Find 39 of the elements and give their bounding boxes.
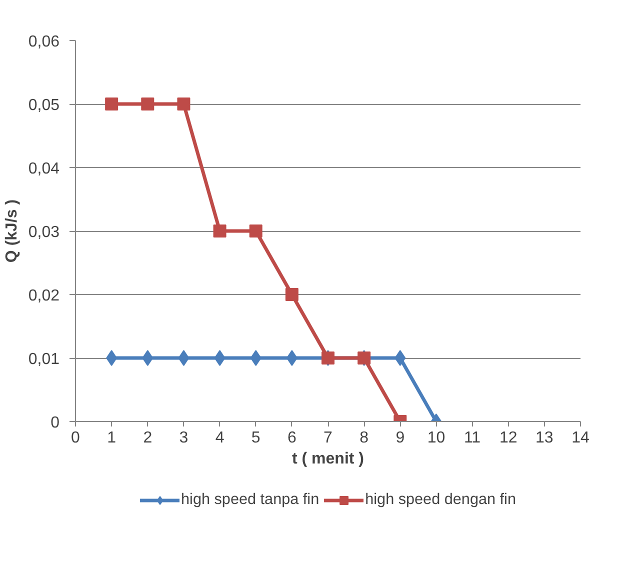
legend-label: high speed tanpa fin [181,491,320,509]
y-tick-label: 0,01 [28,351,60,368]
point [250,350,262,366]
x-tick-label: 5 [251,430,260,446]
x-tick-label: 1 [107,430,116,446]
point [286,350,298,366]
y-axis-title: Q (kJ/s ) [3,199,20,263]
x-tick-label: 11 [464,430,481,446]
x-tick-label: 4 [215,430,224,446]
y-tick-label: 0,06 [28,34,60,50]
y-tick-label: 0 [50,414,60,432]
point [394,350,406,366]
x-tick-label: 14 [572,430,590,446]
x-tick-label: 9 [396,430,405,446]
point [141,98,154,110]
x-tick-label: 0 [71,430,80,446]
y-tick-label: 0,05 [28,97,60,114]
point [249,224,262,238]
legend-label: high speed dengan fin [365,491,516,509]
x-tick-label: 3 [179,430,188,446]
x-tick-label: 6 [287,430,296,446]
x-tick-label: 13 [536,430,554,446]
x-tick-label: 10 [427,430,446,446]
point [177,98,190,110]
point [285,288,298,301]
point [178,350,190,366]
point [142,350,154,366]
y-tick-label: 0,02 [28,288,60,304]
y-tick-label: 0,04 [28,160,60,178]
x-axis-title: t ( menit ) [292,450,364,468]
x-tick-label: 8 [360,430,369,446]
x-tick-label: 12 [499,430,518,446]
x-tick-label: 2 [143,430,152,446]
x-tick-label: 7 [324,430,333,446]
point [213,224,226,238]
point [214,350,226,366]
point [105,98,118,110]
point [106,350,118,366]
y-tick-label: 0,03 [28,224,60,241]
